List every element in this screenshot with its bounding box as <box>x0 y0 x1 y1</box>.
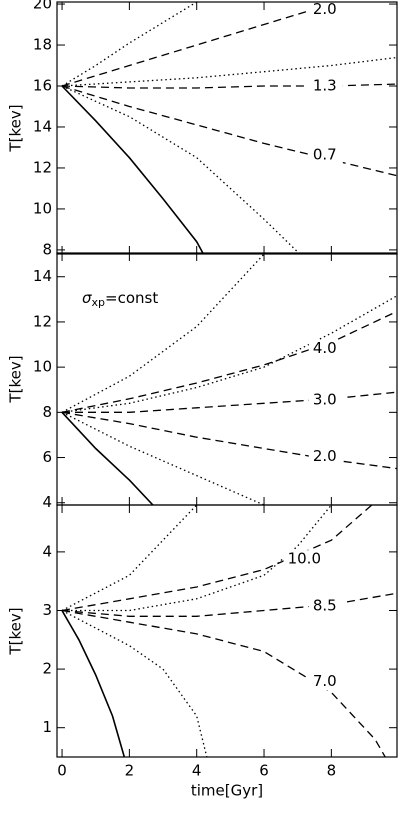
label-bg <box>308 672 343 691</box>
curve <box>61 411 397 470</box>
panel-frame <box>56 504 398 758</box>
y-axis-label: T[kev] <box>7 104 25 152</box>
curve <box>62 391 397 413</box>
x-tick-label: 6 <box>259 762 269 780</box>
y-tick-label: 10 <box>33 358 52 376</box>
curve <box>61 609 208 757</box>
y-tick-label: 4 <box>42 493 52 511</box>
curve <box>61 83 397 89</box>
y-tick-label: 12 <box>33 312 52 330</box>
curve <box>61 505 198 612</box>
curve <box>62 505 332 612</box>
label-bg <box>308 447 343 466</box>
y-tick-label: 14 <box>33 117 52 135</box>
curve <box>61 3 332 87</box>
curve <box>61 411 154 505</box>
label-bg <box>308 77 343 95</box>
curve <box>61 2 198 87</box>
y-tick-label: 14 <box>33 267 52 285</box>
y-tick-label: 1 <box>42 718 52 736</box>
label-bg <box>308 146 343 165</box>
y-tick-label: 3 <box>42 601 52 619</box>
curve <box>61 85 299 253</box>
plot-area <box>61 505 397 757</box>
x-tick-label: 2 <box>125 762 135 780</box>
curve-label: 1.3 <box>313 77 337 95</box>
annotation-subscript: xp <box>92 296 106 309</box>
curve <box>61 85 205 254</box>
y-tick-label: 20 <box>33 0 52 13</box>
y-tick-label: 16 <box>33 77 52 95</box>
y-tick-label: 18 <box>33 36 52 54</box>
curve <box>61 295 397 413</box>
curve-label: 4.0 <box>313 339 337 357</box>
panel-frame <box>56 1 398 255</box>
curve <box>61 253 265 413</box>
curve-label: 2.0 <box>313 447 337 465</box>
label-bg <box>308 391 343 410</box>
y-tick-label: 10 <box>33 199 52 217</box>
curve-label: 2.0 <box>313 0 337 18</box>
x-tick-label: 8 <box>327 762 337 780</box>
curve <box>61 610 126 757</box>
curve-label: 3.0 <box>313 391 337 409</box>
y-tick-label: 12 <box>33 158 52 176</box>
y-tick-label: 2 <box>42 660 52 678</box>
x-tick-label: 0 <box>57 762 67 780</box>
x-axis-label: time[Gyr] <box>191 782 263 800</box>
plot-area <box>61 253 397 505</box>
y-tick-label: 8 <box>42 240 52 258</box>
label-bg <box>308 339 343 358</box>
curve <box>61 56 397 87</box>
curve <box>61 609 386 757</box>
curve-label: 0.7 <box>313 146 337 164</box>
label-bg <box>283 550 318 569</box>
y-axis-label: T[kev] <box>7 355 25 403</box>
y-tick-label: 6 <box>42 448 52 466</box>
x-tick-label: 4 <box>192 762 202 780</box>
annotation-symbol: σ <box>82 289 92 307</box>
curve-label: 8.5 <box>313 597 337 615</box>
curve-label: 7.0 <box>313 672 337 690</box>
y-axis-label: T[kev] <box>7 607 25 655</box>
plot-area <box>61 2 397 254</box>
curve <box>61 85 397 177</box>
label-bg <box>308 597 343 616</box>
label-bg <box>308 0 343 19</box>
curve-label: 10.0 <box>288 550 321 568</box>
curve <box>61 310 397 413</box>
curve <box>61 592 397 617</box>
annotation-text: =const <box>105 289 158 307</box>
curve <box>61 505 373 612</box>
annotation: σxp=const <box>82 289 158 310</box>
y-tick-label: 4 <box>42 542 52 560</box>
curve <box>61 411 265 505</box>
y-tick-label: 8 <box>42 403 52 421</box>
